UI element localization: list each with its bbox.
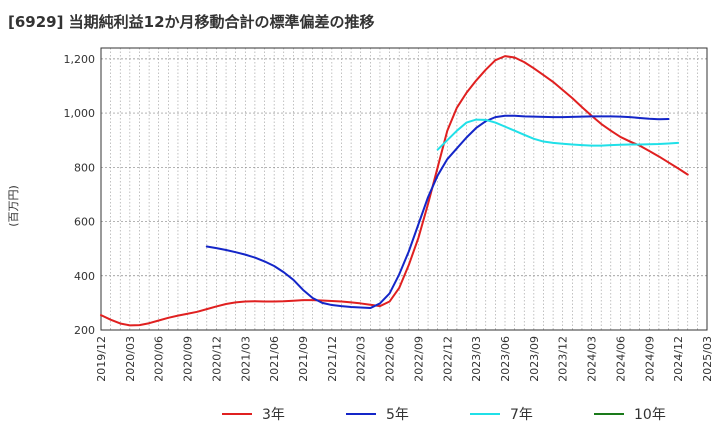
x-tick-label: 2020/12 [210, 336, 223, 382]
y-tick-label: 600 [74, 216, 95, 229]
x-tick-label: 2025/03 [701, 336, 714, 382]
y-tick-label: 1,200 [64, 53, 96, 66]
x-tick-label: 2024/03 [586, 336, 599, 382]
y-tick-label: 200 [74, 324, 95, 337]
plot-frame [100, 47, 708, 331]
x-tick-label: 2022/09 [412, 336, 425, 382]
series-lines [100, 55, 689, 327]
axes: 200 400 600 800 1,000 1,200 2019/12 2020/03 2020… [64, 47, 714, 382]
series-line-5年 [205, 114, 670, 310]
y-axis-label: (百万円) [7, 185, 20, 227]
y-tick-label: 400 [74, 270, 95, 283]
x-tick-label: 2020/09 [182, 336, 195, 382]
x-tick-label: 2020/06 [153, 336, 166, 382]
chart-title: [6929] 当期純利益12か月移動合計の標準偏差の推移 [8, 13, 375, 31]
x-tick-label: 2022/03 [355, 336, 368, 382]
y-tick-label: 800 [74, 161, 95, 174]
x-tick-label: 2021/12 [326, 336, 339, 382]
x-tick-label: 2021/09 [297, 336, 310, 382]
x-tick-label: 2023/12 [557, 336, 570, 382]
x-tick-label: 2022/12 [441, 336, 454, 382]
series-line-7年 [436, 118, 680, 151]
x-tick-label: 2022/06 [384, 336, 397, 382]
grid [101, 48, 707, 330]
x-tick-label: 2023/09 [528, 336, 541, 382]
x-tick-label: 2023/03 [470, 336, 483, 382]
x-tick-label: 2021/03 [239, 336, 252, 382]
x-tick-label: 2021/06 [268, 336, 281, 382]
x-tick-label: 2019/12 [95, 336, 108, 382]
legend-label: 5年 [386, 407, 409, 423]
legend-label: 3年 [262, 407, 285, 423]
x-tick-label: 2023/06 [499, 336, 512, 382]
legend-label: 10年 [634, 407, 666, 423]
series-line-3年 [100, 55, 689, 327]
x-tick-label: 2024/09 [643, 336, 656, 382]
legend: 3年 5年 7年 10年 [222, 407, 666, 423]
legend-label: 7年 [510, 407, 533, 423]
x-tick-label: 2020/03 [124, 336, 137, 382]
y-tick-label: 1,000 [64, 107, 96, 120]
x-tick-label: 2024/12 [672, 336, 685, 382]
x-tick-label: 2024/06 [614, 336, 627, 382]
